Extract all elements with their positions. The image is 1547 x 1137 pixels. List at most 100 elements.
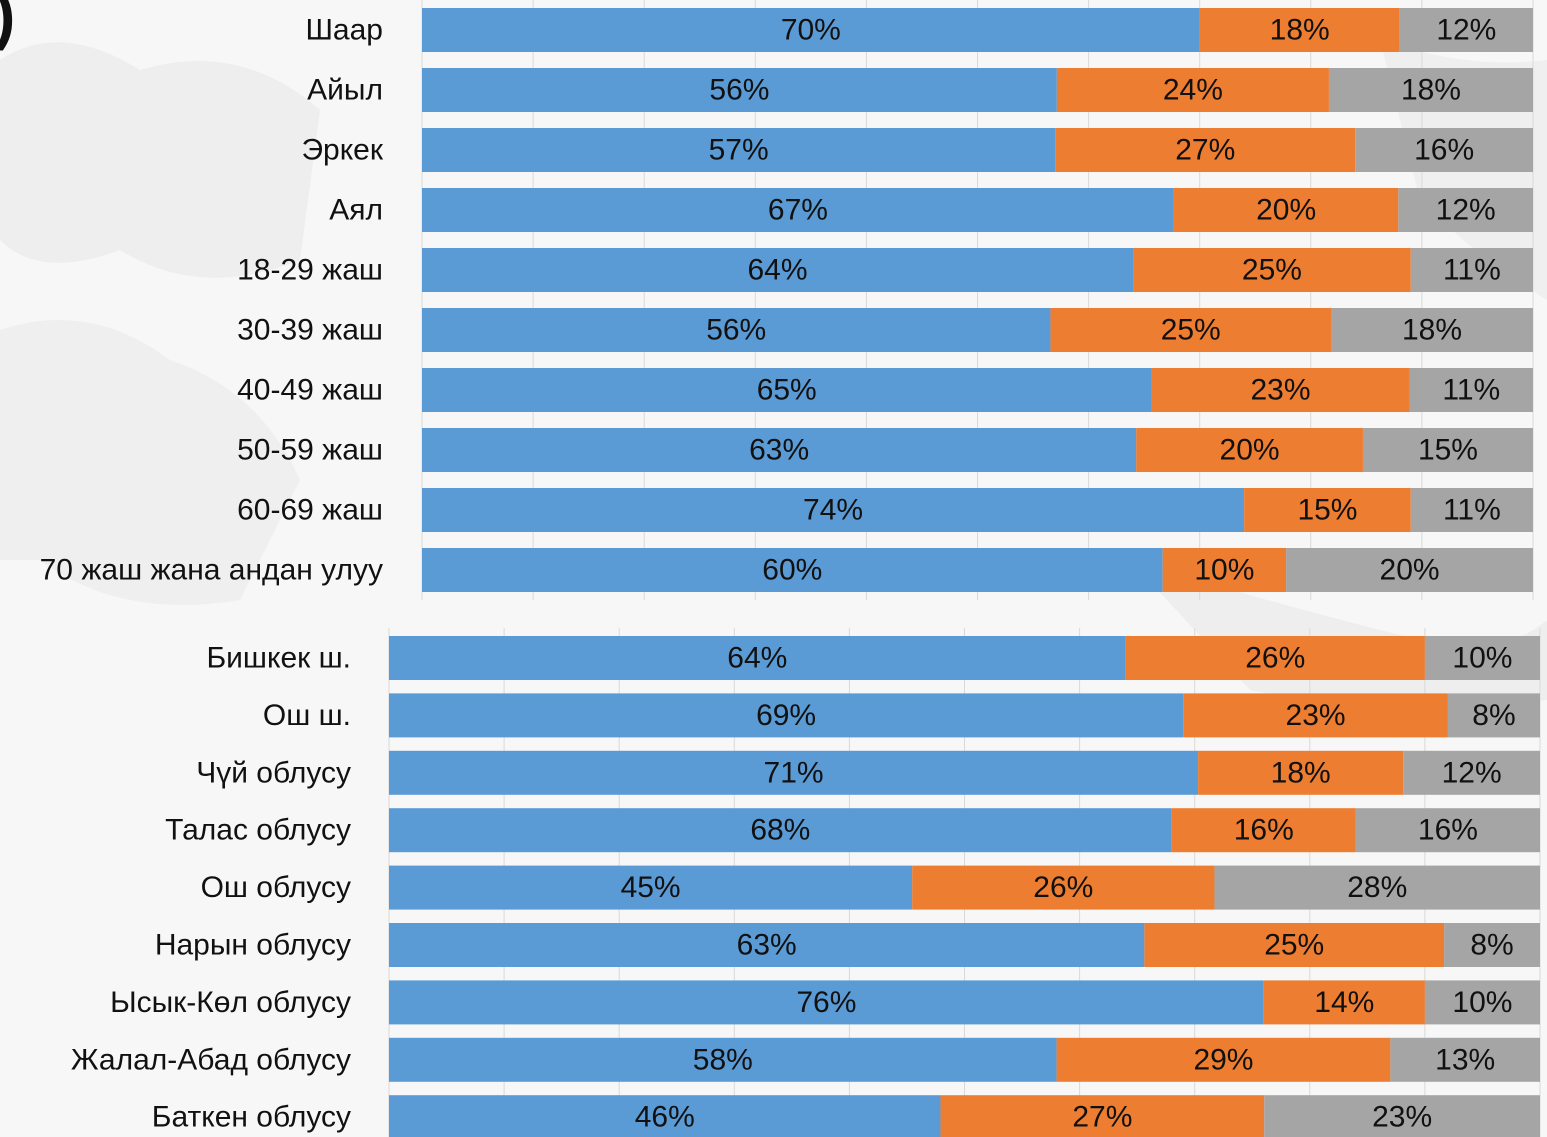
data-label: 76% (796, 986, 856, 1019)
category-label: Эркек (301, 134, 383, 167)
bar-segment-series-3 (1424, 636, 1540, 680)
data-label: 18% (1402, 314, 1462, 347)
bar-segment-series-3 (1399, 8, 1533, 52)
data-label: 18% (1271, 756, 1331, 789)
bar-segment-series-3 (1355, 128, 1533, 172)
bar-segment-series-3 (1264, 1095, 1540, 1137)
bar-segment-series-3 (1362, 428, 1533, 472)
bar-segment-series-3 (1328, 68, 1533, 112)
bar-segment-series-3 (1424, 980, 1540, 1025)
data-label: 71% (764, 756, 824, 789)
bar-segment-series-1 (422, 428, 1137, 472)
data-label: 28% (1347, 871, 1407, 904)
data-label: 74% (803, 494, 863, 527)
data-label: 18% (1401, 74, 1461, 107)
data-label: 10% (1194, 554, 1254, 587)
data-label: 25% (1161, 314, 1221, 347)
bar-segment-series-1 (422, 8, 1200, 52)
data-label: 16% (1418, 814, 1478, 847)
bar-segment-series-3 (1214, 865, 1540, 910)
bar-segment-series-3 (1286, 548, 1533, 592)
bar-segment-series-1 (422, 128, 1056, 172)
bar-segment-series-2 (1198, 750, 1404, 795)
data-label: 20% (1380, 554, 1440, 587)
category-label: Талас облусу (165, 814, 351, 847)
bar-segment-series-2 (1244, 488, 1411, 532)
bar-segment-series-1 (422, 248, 1134, 292)
bar-segment-series-1 (422, 548, 1163, 592)
data-label: 16% (1414, 134, 1474, 167)
bar-segment-series-2 (1136, 428, 1363, 472)
category-label: 50-59 жаш (237, 434, 383, 467)
corner-parenthesis: ) (0, 0, 15, 52)
data-label: 11% (1443, 494, 1501, 527)
category-label: Ысык-Көл облусу (110, 986, 351, 1019)
bar-segment-series-2 (940, 1095, 1265, 1137)
bar-segment-series-3 (1355, 808, 1540, 853)
bar-segment-series-1 (422, 188, 1174, 232)
bar-segment-series-2 (1162, 548, 1287, 592)
bar-segment-series-3 (1390, 1037, 1540, 1082)
data-label: 16% (1234, 814, 1294, 847)
data-label: 10% (1452, 986, 1512, 1019)
data-label: 27% (1175, 134, 1235, 167)
bar-segment-series-2 (1133, 248, 1411, 292)
data-label: 25% (1242, 254, 1302, 287)
data-label: 12% (1442, 756, 1502, 789)
bar-segment-series-2 (1050, 308, 1331, 352)
category-label: 70 жаш жана андан улуу (40, 554, 383, 587)
bar-segment-series-3 (1403, 750, 1540, 795)
data-label: 18% (1270, 14, 1330, 47)
data-label: 24% (1163, 74, 1223, 107)
data-label: 63% (737, 929, 797, 962)
category-label: Жалал-Абад облусу (71, 1043, 351, 1076)
data-label: 8% (1470, 929, 1513, 962)
bar-segment-series-2 (1173, 188, 1399, 232)
bar-segment-series-1 (422, 308, 1051, 352)
category-label: Шаар (305, 14, 383, 47)
bar-segment-series-3 (1447, 693, 1540, 738)
bar-segment-series-2 (1125, 636, 1425, 680)
bar-segment-series-2 (1263, 980, 1425, 1025)
bar-segment-series-1 (389, 750, 1199, 795)
bar-segment-series-2 (912, 865, 1215, 910)
bar-segment-series-3 (1331, 308, 1533, 352)
bar-segment-series-2 (1056, 68, 1329, 112)
data-label: 69% (756, 699, 816, 732)
data-label: 67% (768, 194, 828, 227)
bar-segment-series-1 (389, 1037, 1057, 1082)
bar-segment-series-1 (389, 693, 1184, 738)
data-label: 63% (749, 434, 809, 467)
data-label: 57% (709, 134, 769, 167)
category-label: 40-49 жаш (237, 374, 383, 407)
bar-segment-series-2 (1151, 368, 1410, 412)
category-label: Бишкек ш. (206, 642, 351, 675)
category-label: Ош ш. (263, 699, 351, 732)
data-label: 46% (635, 1101, 695, 1134)
data-label: 68% (750, 814, 810, 847)
category-label: 60-69 жаш (237, 494, 383, 527)
data-label: 11% (1443, 254, 1501, 287)
category-label: Баткен облусу (152, 1101, 351, 1134)
category-label: 18-29 жаш (237, 254, 383, 287)
data-label: 20% (1256, 194, 1316, 227)
category-label: 30-39 жаш (237, 314, 383, 347)
data-label: 14% (1314, 986, 1374, 1019)
bar-segment-series-1 (389, 980, 1264, 1025)
bar-segment-series-2 (1171, 808, 1356, 853)
data-label: 29% (1193, 1043, 1253, 1076)
data-label: 65% (757, 374, 817, 407)
data-label: 26% (1033, 871, 1093, 904)
data-label: 15% (1297, 494, 1357, 527)
data-label: 56% (706, 314, 766, 347)
bar-segment-series-1 (389, 923, 1145, 967)
data-label: 45% (621, 871, 681, 904)
bar-segment-series-1 (389, 1095, 941, 1137)
data-label: 58% (693, 1043, 753, 1076)
bar-segment-series-3 (1410, 248, 1533, 292)
data-label: 60% (762, 554, 822, 587)
data-label: 64% (727, 642, 787, 675)
data-label: 23% (1372, 1101, 1432, 1134)
category-label: Аял (329, 194, 383, 227)
data-label: 56% (709, 74, 769, 107)
